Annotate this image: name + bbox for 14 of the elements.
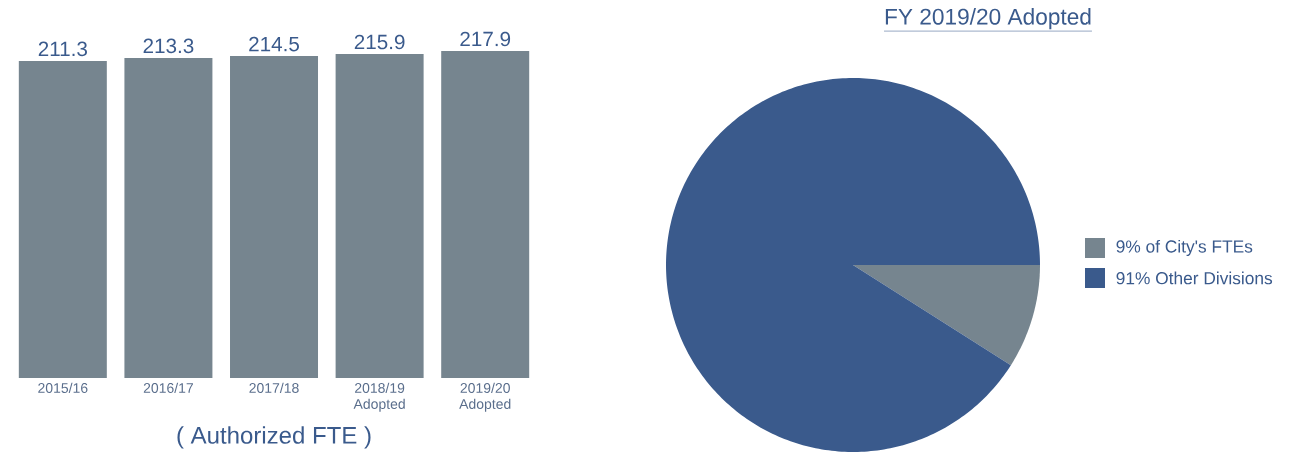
x-axis-title: ( Authorized FTE ) [177,426,371,449]
chart-title: FY 2019/20 Adopted [885,8,1091,30]
x-tick-label: 2016/17 [143,382,193,393]
data-label: 215.9 [354,34,405,50]
x-tick-label: 2018/19 Adopted [353,382,405,412]
data-label: 217.9 [460,31,511,47]
x-tick-label: 2017/18 [249,382,299,393]
legend-label: 91% Other Divisions [1116,271,1273,285]
data-label: 211.3 [38,41,87,57]
legend-label: 9% of City's FTEs [1116,239,1253,257]
x-tick-label: 2015/16 [38,382,88,393]
data-label: 214.5 [249,36,299,52]
data-label: 213.3 [143,38,194,54]
x-tick-label: 2019/20 Adopted [459,382,511,412]
